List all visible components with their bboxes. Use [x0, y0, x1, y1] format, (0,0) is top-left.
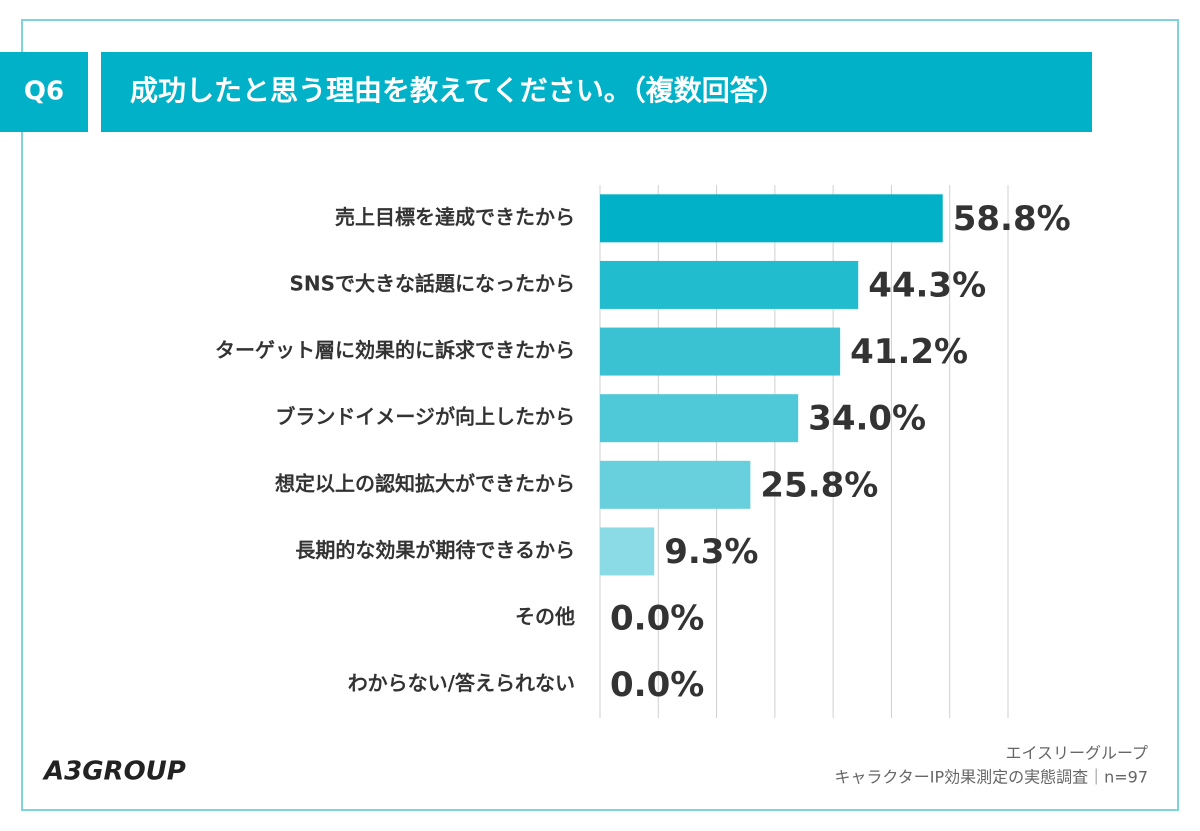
category-label: 売上目標を達成できたから: [335, 205, 575, 229]
value-label: 0.0%: [610, 599, 704, 639]
value-label: 0.0%: [610, 665, 704, 705]
category-label: ブランドイメージが向上したから: [275, 405, 575, 429]
question-box: [0, 52, 88, 132]
question-number: Q6: [24, 77, 64, 107]
frame: [21, 19, 1179, 811]
value-label: 58.8%: [953, 199, 1071, 239]
category-label: 長期的な効果が期待できるから: [295, 538, 575, 562]
title-bar: [101, 52, 1092, 132]
category-label: SNSで大きな話題になったから: [289, 271, 575, 295]
bar: [600, 327, 841, 376]
value-label: 25.8%: [760, 465, 878, 505]
category-label: 想定以上の認知拡大ができたから: [275, 471, 575, 495]
company: エイスリーグループ: [1005, 744, 1148, 763]
category-label: その他: [515, 605, 575, 629]
logo: A3GROUP: [42, 757, 186, 787]
bar: [600, 394, 799, 443]
chart-title: 成功したと思う理由を教えてください。（複数回答）: [130, 74, 786, 107]
value-label: 34.0%: [808, 399, 926, 439]
value-label: 9.3%: [664, 532, 758, 572]
value-label: 41.2%: [850, 332, 968, 372]
value-label: 44.3%: [868, 265, 986, 305]
source: キャラクターIP効果測定の実態調査｜n=97: [834, 768, 1148, 787]
bar: [600, 527, 655, 576]
bar: [600, 260, 859, 309]
bar: [600, 194, 943, 243]
category-label: わからない/答えられない: [348, 671, 575, 695]
category-label: ターゲット層に効果的に訴求できたから: [215, 338, 575, 362]
bar: [600, 460, 751, 509]
